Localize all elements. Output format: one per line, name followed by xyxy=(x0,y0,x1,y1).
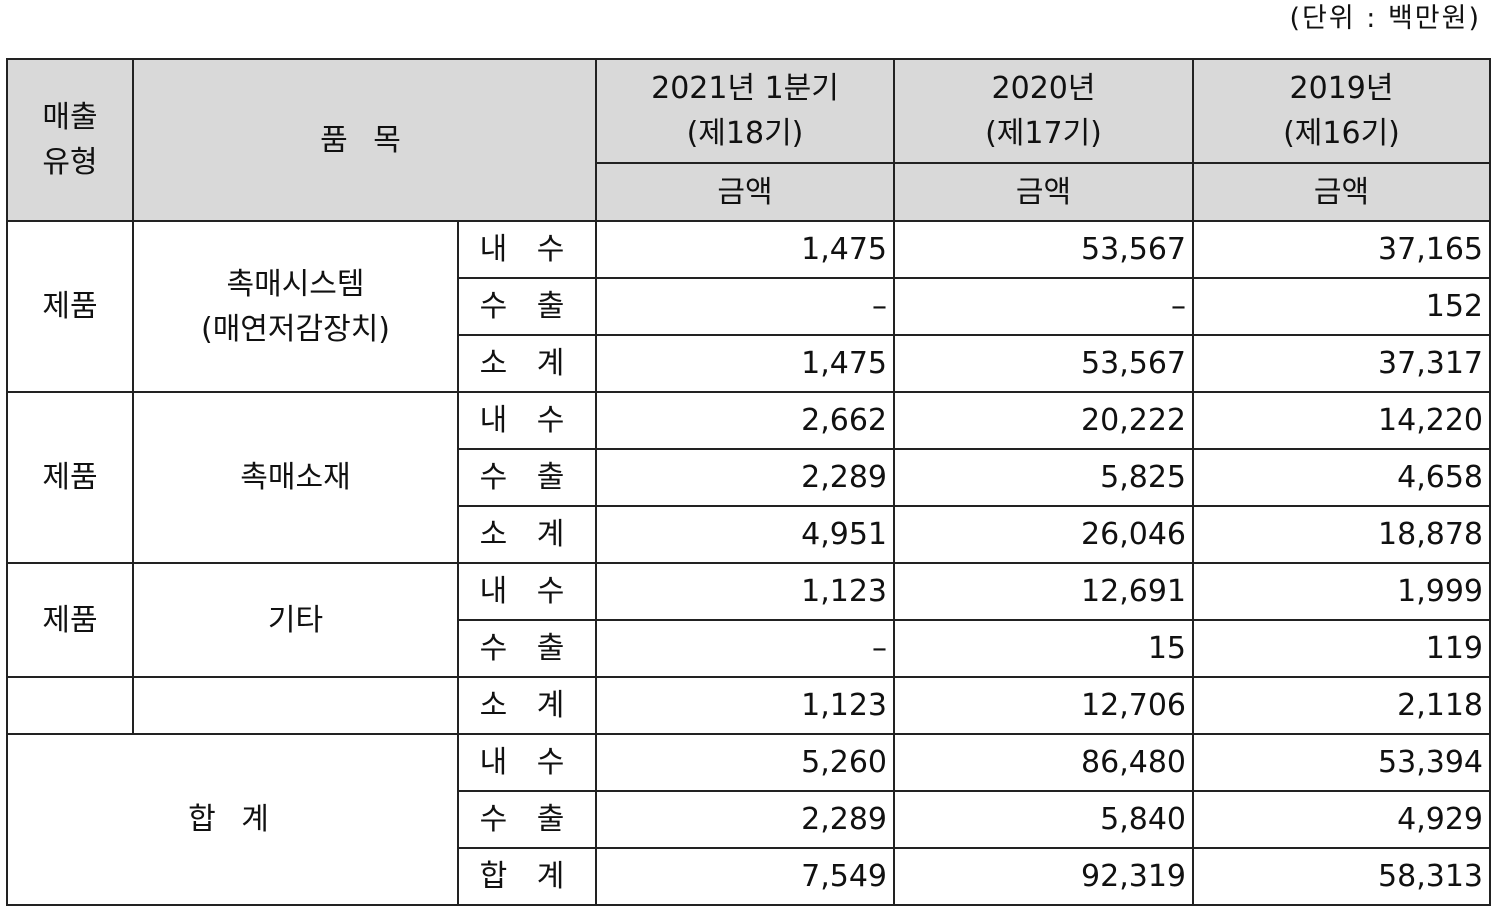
unit-note: (단위 : 백만원) xyxy=(1289,3,1481,34)
period-term: (제17기) xyxy=(985,116,1102,151)
table-row: 소 계 1,475 53,567 37,317 xyxy=(7,334,1491,393)
amount-cell: 15 xyxy=(893,619,1194,678)
amount-header: 금액 xyxy=(1192,162,1491,222)
amount-cell: 1,475 xyxy=(595,334,895,393)
amount-cell: 4,658 xyxy=(1192,448,1491,507)
sales-type-cell: 제품 xyxy=(6,220,134,393)
table-row: 합 계 7,549 92,319 58,313 xyxy=(7,847,1491,906)
sales-table: 매출 유형 품 목 2021년 1분기 (제18기) 2020년 (제17기) … xyxy=(6,58,1491,906)
amount-cell: 12,706 xyxy=(893,676,1194,735)
item-header: 품 목 xyxy=(132,58,597,222)
amount-cell: 1,123 xyxy=(595,676,895,735)
row-label: 소 계 xyxy=(457,505,597,564)
amount-cell: 1,999 xyxy=(1192,562,1491,621)
item-name-cell: 기타 xyxy=(132,562,459,678)
amount-cell: 4,951 xyxy=(595,505,895,564)
period-year: 2020년 xyxy=(991,71,1096,106)
amount-cell: 5,840 xyxy=(893,790,1194,849)
amount-cell: 119 xyxy=(1192,619,1491,678)
table-row: 소 계 1,123 12,706 2,118 xyxy=(6,676,1491,735)
amount-cell: 1,475 xyxy=(595,220,895,279)
amount-cell: 37,317 xyxy=(1192,334,1491,393)
table-row: 제품 촉매시스템 (매연저감장치) 내 수 1,475 53,567 37,16… xyxy=(6,220,1491,393)
amount-cell: 5,260 xyxy=(595,733,895,792)
amount-cell: 152 xyxy=(1192,277,1491,336)
row-label: 내 수 xyxy=(457,220,597,279)
row-label: 내 수 xyxy=(457,391,597,450)
amount-cell: 20,222 xyxy=(893,391,1194,450)
period-header-2019: 2019년 (제16기) xyxy=(1192,58,1491,164)
row-label: 내 수 xyxy=(457,562,597,621)
table-row: 수 출 2,289 5,825 4,658 xyxy=(7,448,1491,507)
amount-cell: 2,289 xyxy=(595,448,895,507)
empty-cell xyxy=(6,676,134,735)
amount-cell: 5,825 xyxy=(893,448,1194,507)
amount-cell: 4,929 xyxy=(1192,790,1491,849)
amount-cell: 14,220 xyxy=(1192,391,1491,450)
table-row: 수 출 – 15 119 xyxy=(7,619,1491,678)
amount-cell: 18,878 xyxy=(1192,505,1491,564)
row-label: 소 계 xyxy=(457,676,597,735)
period-term: (제16기) xyxy=(1283,116,1400,151)
sales-type-cell: 제품 xyxy=(6,562,134,678)
period-header-2020: 2020년 (제17기) xyxy=(893,58,1194,164)
period-header-2021q1: 2021년 1분기 (제18기) xyxy=(595,58,895,164)
header-row-1: 매출 유형 품 목 2021년 1분기 (제18기) 2020년 (제17기) … xyxy=(6,58,1491,222)
amount-cell: 2,289 xyxy=(595,790,895,849)
amount-cell: 1,123 xyxy=(595,562,895,621)
amount-cell: 2,118 xyxy=(1192,676,1491,735)
amount-cell: 2,662 xyxy=(595,391,895,450)
header-row-2: 금액 금액 금액 xyxy=(7,162,1491,222)
table-row: 제품 촉매소재 내 수 2,662 20,222 14,220 xyxy=(6,391,1491,564)
amount-cell: 86,480 xyxy=(893,733,1194,792)
item-name-line: (매연저감장치) xyxy=(200,311,390,347)
sales-type-header: 매출 유형 xyxy=(6,58,134,222)
period-year: 2021년 1분기 xyxy=(651,71,839,106)
item-name-cell: 촉매소재 xyxy=(132,391,459,564)
amount-cell: – xyxy=(595,619,895,678)
period-year: 2019년 xyxy=(1289,71,1394,106)
sales-type-header-line2: 유형 xyxy=(42,145,98,180)
row-label: 내 수 xyxy=(457,733,597,792)
amount-header: 금액 xyxy=(893,162,1194,222)
sales-type-header-line1: 매출 xyxy=(42,100,98,135)
table-row: 소 계 4,951 26,046 18,878 xyxy=(7,505,1491,564)
row-label: 합 계 xyxy=(457,847,597,906)
item-name-line: 촉매시스템 xyxy=(226,266,365,302)
amount-cell: 7,549 xyxy=(595,847,895,906)
row-label: 수 출 xyxy=(457,448,597,507)
amount-cell: – xyxy=(595,277,895,336)
table-row: 수 출 2,289 5,840 4,929 xyxy=(7,790,1491,849)
amount-cell: 37,165 xyxy=(1192,220,1491,279)
table-row: 수 출 – – 152 xyxy=(7,277,1491,336)
amount-header: 금액 xyxy=(595,162,895,222)
table-row: 제품 기타 내 수 1,123 12,691 1,999 xyxy=(6,562,1491,678)
amount-cell: 53,567 xyxy=(893,220,1194,279)
amount-cell: 12,691 xyxy=(893,562,1194,621)
sales-type-cell: 제품 xyxy=(6,391,134,564)
table-row: 합 계 내 수 5,260 86,480 53,394 xyxy=(6,733,1491,906)
period-term: (제18기) xyxy=(686,116,804,151)
row-label: 소 계 xyxy=(457,334,597,393)
amount-cell: – xyxy=(893,277,1194,336)
row-label: 수 출 xyxy=(457,790,597,849)
total-label-cell: 합 계 xyxy=(6,733,459,906)
amount-cell: 92,319 xyxy=(893,847,1194,906)
item-name-cell: 촉매시스템 (매연저감장치) xyxy=(132,220,459,393)
amount-cell: 53,567 xyxy=(893,334,1194,393)
amount-cell: 58,313 xyxy=(1192,847,1491,906)
row-label: 수 출 xyxy=(457,277,597,336)
amount-cell: 26,046 xyxy=(893,505,1194,564)
amount-cell: 53,394 xyxy=(1192,733,1491,792)
empty-cell xyxy=(132,676,459,735)
row-label: 수 출 xyxy=(457,619,597,678)
